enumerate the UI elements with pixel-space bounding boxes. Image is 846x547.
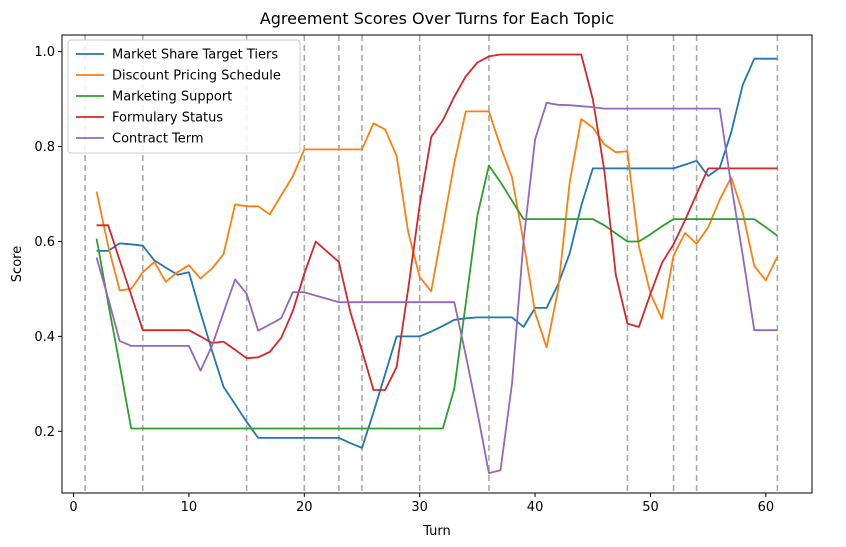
series-line-contract-term: [95, 102, 778, 475]
plot-area: [61, 34, 813, 494]
x-tick-label: 0: [69, 500, 77, 515]
legend-label: Marketing Support: [112, 90, 232, 105]
y-tick-label: 1.0: [34, 45, 55, 60]
series-lines: [95, 53, 779, 475]
y-tick-label: 0.2: [34, 425, 55, 440]
series-line-discount-pricing-schedule: [95, 110, 779, 349]
legend-box: [67, 39, 301, 154]
plot-frame: [61, 34, 813, 494]
series-line-formulary-status: [96, 53, 778, 391]
x-tick-label: 10: [181, 500, 198, 515]
chart-title: Agreement Scores Over Turns for Each Top…: [260, 9, 614, 28]
series-line-marketing-support: [95, 164, 778, 430]
x-axis-label: Turn: [422, 524, 451, 539]
x-tick-label: 60: [758, 500, 775, 515]
vertical-markers: [84, 35, 779, 493]
y-tick-label: 0.4: [34, 330, 55, 345]
x-tick-label: 50: [642, 500, 659, 515]
y-tick-label: 0.6: [34, 235, 55, 250]
y-axis: 0.2 0.4 0.6 0.8 1.0: [34, 45, 62, 440]
y-axis-label: Score: [10, 246, 25, 282]
x-tick-label: 30: [411, 500, 428, 515]
series-line-market-share-target-tiers: [96, 57, 778, 449]
legend: Market Share Target Tiers Discount Pricin…: [67, 39, 301, 154]
legend-label: Contract Term: [112, 132, 204, 147]
x-axis: 0 10 20 30 40 50 60: [69, 493, 774, 515]
legend-label: Market Share Target Tiers: [112, 48, 278, 63]
legend-label: Discount Pricing Schedule: [112, 69, 281, 84]
legend-label: Formulary Status: [112, 111, 223, 126]
x-tick-label: 40: [527, 500, 544, 515]
x-tick-label: 20: [296, 500, 313, 515]
y-tick-label: 0.8: [34, 140, 55, 155]
